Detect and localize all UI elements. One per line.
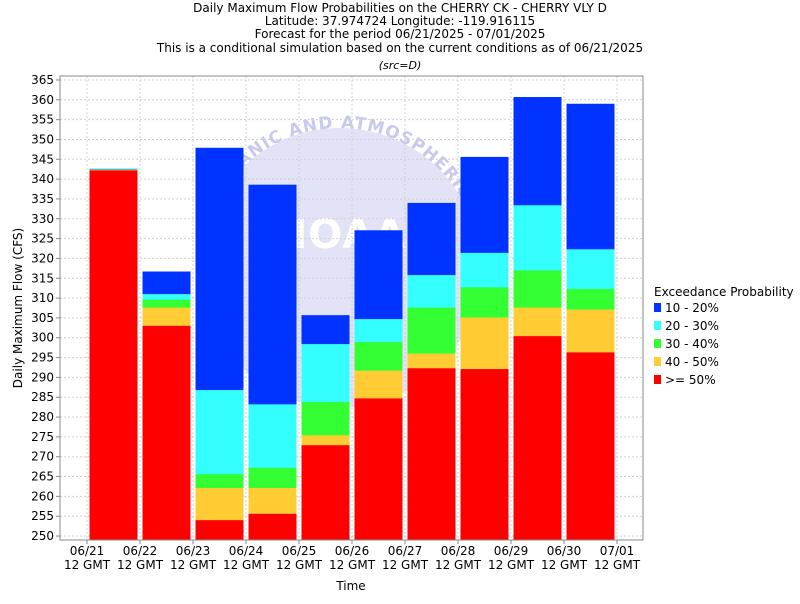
legend-title: Exceedance Probability — [654, 285, 794, 299]
x-tick-label-date: 06/27 — [388, 544, 423, 558]
legend-label: 30 - 40% — [665, 337, 719, 351]
bars — [89, 97, 615, 541]
x-tick-label-time: 12 GMT — [594, 558, 641, 572]
legend-label: >= 50% — [665, 373, 716, 387]
y-tick-label: 300 — [31, 331, 54, 345]
y-tick-label: 265 — [31, 470, 54, 484]
legend-swatch — [654, 321, 661, 330]
bar-segment — [195, 520, 244, 540]
y-tick-label: 365 — [31, 73, 54, 87]
x-tick-label-date: 06/29 — [494, 544, 529, 558]
bar-segment — [513, 336, 562, 540]
axes: 250 255 260 265 270 275 280 285 290 295 300 305 310 3… — [31, 73, 644, 572]
legend-swatch — [654, 303, 661, 312]
bar-segment — [460, 369, 509, 540]
y-tick-label: 325 — [31, 232, 54, 246]
y-tick-label: 250 — [31, 529, 54, 543]
x-tick-label-date: 06/23 — [176, 544, 211, 558]
legend: Exceedance Probability 10 - 20% 20 - 30% 3… — [654, 285, 794, 387]
legend-swatch — [654, 339, 661, 348]
x-tick-label-date: 06/26 — [335, 544, 370, 558]
y-tick-label: 340 — [31, 172, 54, 186]
y-tick-label: 315 — [31, 271, 54, 285]
y-tick-label: 290 — [31, 370, 54, 384]
x-tick-label-date: 07/01 — [600, 544, 635, 558]
y-tick-label: 270 — [31, 450, 54, 464]
bar-segment — [89, 170, 138, 540]
legend-label: 20 - 30% — [665, 319, 719, 333]
x-tick-label-time: 12 GMT — [435, 558, 482, 572]
y-tick-label: 330 — [31, 212, 54, 226]
x-axis-label: Time — [335, 579, 365, 593]
x-tick-label-date: 06/25 — [282, 544, 317, 558]
x-tick-label-time: 12 GMT — [223, 558, 270, 572]
legend-swatch — [654, 357, 661, 366]
y-tick-label: 335 — [31, 192, 54, 206]
y-tick-label: 360 — [31, 93, 54, 107]
x-tick-label-time: 12 GMT — [64, 558, 111, 572]
legend-label: 10 - 20% — [665, 301, 719, 315]
x-tick-label-date: 06/24 — [229, 544, 264, 558]
y-tick-label: 355 — [31, 113, 54, 127]
y-axis-label: Daily Maximum Flow (CFS) — [11, 228, 25, 388]
x-tick-label-time: 12 GMT — [276, 558, 323, 572]
chart-subtitle: (src=D) — [379, 59, 422, 72]
title-line-4: This is a conditional simulation based o… — [156, 41, 643, 55]
y-tick-label: 345 — [31, 152, 54, 166]
x-tick-label-time: 12 GMT — [488, 558, 535, 572]
y-tick-label: 285 — [31, 390, 54, 404]
legend-label: 40 - 50% — [665, 355, 719, 369]
x-tick-label-time: 12 GMT — [117, 558, 164, 572]
bar-segment — [142, 325, 191, 540]
chart-title: Daily Maximum Flow Probabilities on the … — [156, 1, 643, 72]
y-tick-label: 255 — [31, 509, 54, 523]
y-tick-label: 320 — [31, 251, 54, 265]
bar-segment — [566, 352, 615, 540]
bar-segment — [354, 398, 403, 540]
title-line-3: Forecast for the period 06/21/2025 - 07/… — [255, 27, 546, 41]
x-tick-label-date: 06/21 — [70, 544, 105, 558]
y-tick-label: 275 — [31, 430, 54, 444]
x-tick-label-time: 12 GMT — [382, 558, 429, 572]
title-line-1: Daily Maximum Flow Probabilities on the … — [193, 1, 607, 15]
y-tick-label: 310 — [31, 291, 54, 305]
title-line-2: Latitude: 37.974724 Longitude: -119.9161… — [265, 14, 535, 28]
y-tick-label: 350 — [31, 132, 54, 146]
y-tick-label: 295 — [31, 351, 54, 365]
x-tick-label-date: 06/28 — [441, 544, 476, 558]
bar-segment — [407, 368, 456, 540]
y-tick-label: 260 — [31, 489, 54, 503]
bar-segment — [248, 513, 297, 540]
x-tick-label-date: 06/30 — [547, 544, 582, 558]
x-tick-label-time: 12 GMT — [329, 558, 376, 572]
y-tick-label: 280 — [31, 410, 54, 424]
y-tick-label: 305 — [31, 311, 54, 325]
bar-segment — [301, 445, 350, 540]
legend-swatch — [654, 375, 661, 384]
x-tick-label-date: 06/22 — [123, 544, 158, 558]
x-tick-label-time: 12 GMT — [170, 558, 217, 572]
x-tick-label-time: 12 GMT — [541, 558, 588, 572]
